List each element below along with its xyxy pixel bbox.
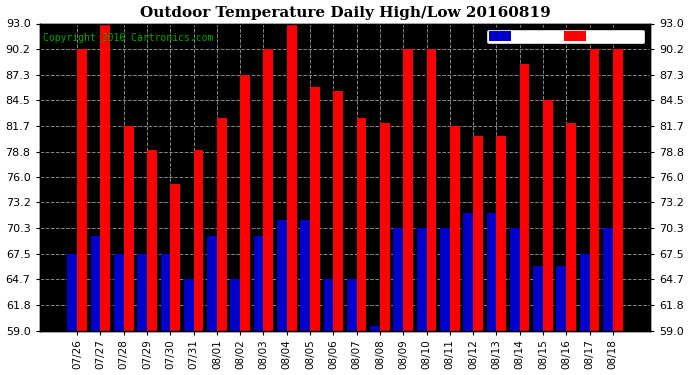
Bar — [137, 254, 147, 330]
Bar — [463, 213, 473, 330]
Bar — [300, 220, 310, 330]
Bar — [194, 150, 204, 330]
Bar — [264, 49, 273, 330]
Bar — [310, 87, 320, 330]
Bar — [114, 254, 124, 330]
Bar — [403, 49, 413, 330]
Bar — [101, 24, 110, 330]
Bar — [520, 64, 529, 330]
Bar — [613, 49, 622, 330]
Bar — [357, 118, 366, 330]
Bar — [147, 150, 157, 330]
Bar — [580, 254, 589, 330]
Bar — [543, 100, 553, 330]
Bar — [566, 123, 576, 330]
Bar — [557, 266, 566, 330]
Bar — [440, 228, 450, 330]
Bar — [589, 49, 600, 330]
Bar — [240, 75, 250, 330]
Bar — [184, 279, 194, 330]
Bar — [277, 220, 287, 330]
Bar — [370, 326, 380, 330]
Bar — [230, 279, 240, 330]
Bar — [161, 254, 170, 330]
Bar — [533, 266, 543, 330]
Bar — [417, 228, 426, 330]
Text: Copyright 2016 Cartronics.com: Copyright 2016 Cartronics.com — [43, 33, 213, 43]
Bar — [496, 136, 506, 330]
Bar — [170, 184, 180, 330]
Bar — [450, 126, 460, 330]
Bar — [90, 236, 101, 330]
Bar — [486, 213, 496, 330]
Bar — [124, 126, 133, 330]
Title: Outdoor Temperature Daily High/Low 20160819: Outdoor Temperature Daily High/Low 20160… — [139, 6, 551, 20]
Bar — [68, 254, 77, 330]
Bar — [324, 279, 333, 330]
Bar — [380, 123, 390, 330]
Bar — [426, 49, 436, 330]
Bar — [77, 49, 87, 330]
Bar — [207, 236, 217, 330]
Bar — [333, 91, 343, 330]
Legend: Low  (°F), High  (°F): Low (°F), High (°F) — [486, 29, 645, 44]
Bar — [603, 228, 613, 330]
Bar — [347, 279, 357, 330]
Bar — [287, 24, 297, 330]
Bar — [473, 136, 483, 330]
Bar — [393, 228, 403, 330]
Bar — [254, 236, 264, 330]
Bar — [217, 118, 227, 330]
Bar — [510, 228, 520, 330]
